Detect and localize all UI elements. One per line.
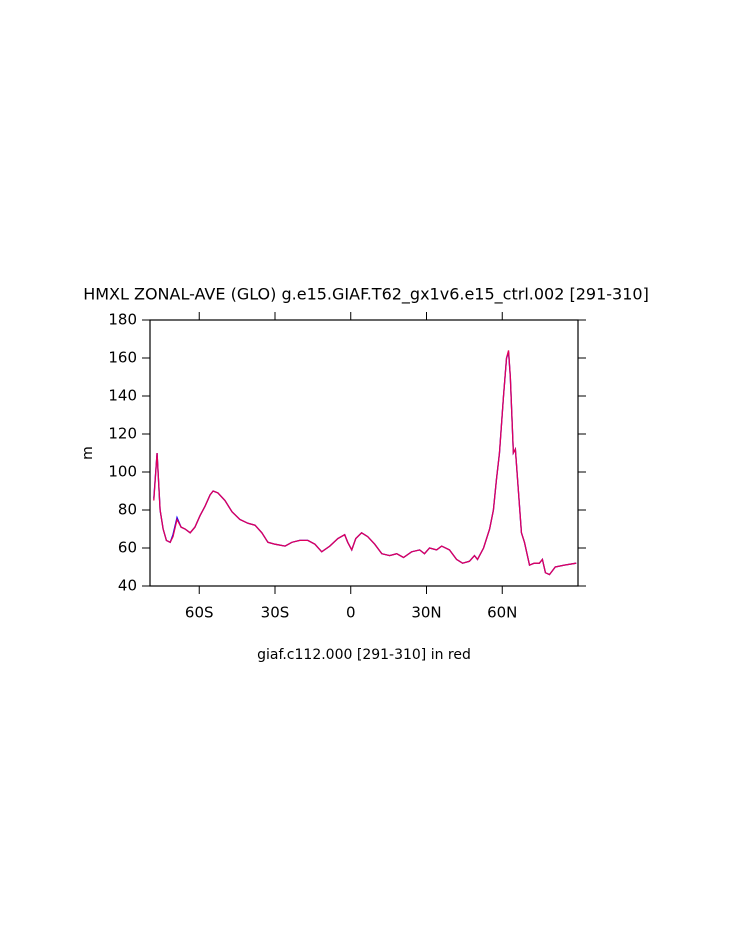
- y-tick-label: 120: [108, 425, 137, 443]
- plot-frame: [149, 319, 579, 587]
- chart-title: HMXL ZONAL-AVE (GLO) g.e15.GIAF.T62_gx1v…: [83, 285, 649, 305]
- x-tick-label: 30S: [261, 604, 290, 622]
- y-tick-label: 80: [118, 501, 137, 519]
- x-tick-label: 60N: [487, 604, 517, 622]
- y-tick-label: 180: [108, 311, 137, 329]
- x-tick-label: 30N: [411, 604, 441, 622]
- y-axis-label: m: [80, 446, 96, 460]
- y-tick-label: 160: [108, 349, 137, 367]
- x-tick-label: 60S: [185, 604, 214, 622]
- x-tick-label: 0: [346, 604, 356, 622]
- y-tick-label: 60: [118, 539, 137, 557]
- series-line: [153, 350, 577, 576]
- series-line: [153, 352, 577, 576]
- y-tick-label: 40: [118, 577, 137, 595]
- x-axis-label: giaf.c112.000 [291-310] in red: [257, 647, 471, 663]
- y-tick-label: 100: [108, 463, 137, 481]
- y-tick-label: 140: [108, 387, 137, 405]
